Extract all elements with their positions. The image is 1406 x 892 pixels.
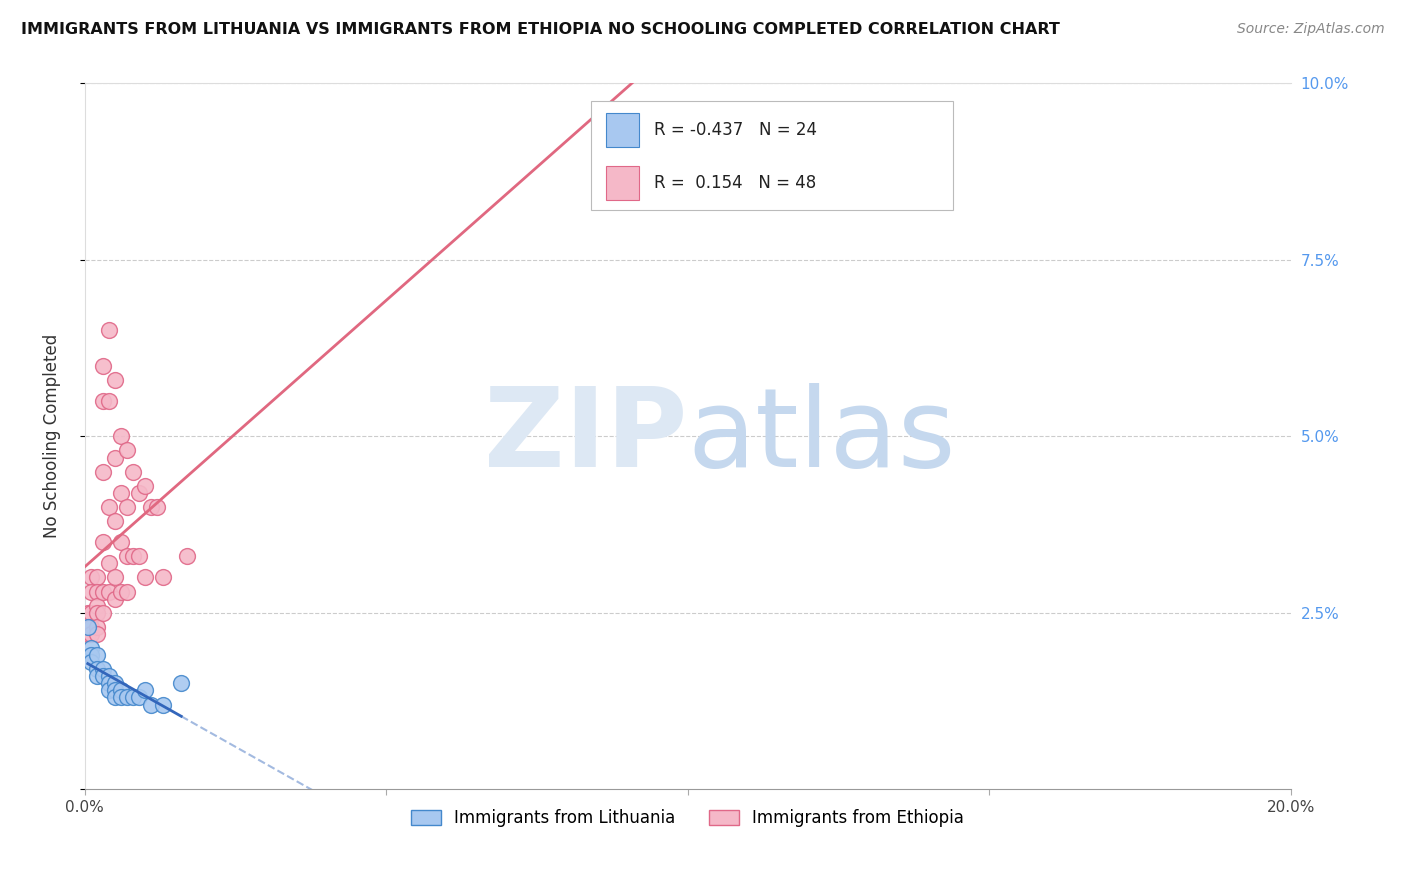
Bar xyxy=(606,113,640,147)
Point xyxy=(134,479,156,493)
Point xyxy=(76,620,98,634)
Point xyxy=(128,485,150,500)
Point xyxy=(128,690,150,705)
Text: R = -0.437   N = 24: R = -0.437 N = 24 xyxy=(654,121,817,139)
Point xyxy=(104,676,127,690)
Bar xyxy=(606,166,640,200)
Point xyxy=(146,500,169,514)
Point xyxy=(97,394,120,409)
Point xyxy=(110,584,132,599)
Point xyxy=(86,599,108,613)
Point xyxy=(91,662,114,676)
Point xyxy=(115,584,138,599)
Point xyxy=(86,669,108,683)
Point xyxy=(134,683,156,698)
Point xyxy=(104,373,127,387)
Point xyxy=(76,627,98,641)
Text: atlas: atlas xyxy=(688,383,956,490)
Point xyxy=(80,648,103,662)
Point xyxy=(86,627,108,641)
Point xyxy=(139,500,162,514)
Point xyxy=(80,606,103,620)
Point xyxy=(176,549,198,564)
Point xyxy=(76,613,98,627)
Point xyxy=(86,662,108,676)
Point xyxy=(104,514,127,528)
Point xyxy=(110,535,132,549)
FancyBboxPatch shape xyxy=(592,101,953,211)
Point xyxy=(128,549,150,564)
Point xyxy=(80,570,103,584)
Point xyxy=(86,648,108,662)
Point xyxy=(97,669,120,683)
Point xyxy=(97,683,120,698)
Point xyxy=(97,500,120,514)
Point xyxy=(86,606,108,620)
Point xyxy=(115,690,138,705)
Text: ZIP: ZIP xyxy=(484,383,688,490)
Point xyxy=(170,676,193,690)
Point xyxy=(91,359,114,373)
Y-axis label: No Schooling Completed: No Schooling Completed xyxy=(44,334,60,539)
Point xyxy=(86,620,108,634)
Point xyxy=(91,535,114,549)
Point xyxy=(80,627,103,641)
Text: R =  0.154   N = 48: R = 0.154 N = 48 xyxy=(654,174,817,192)
Point xyxy=(139,698,162,712)
Point xyxy=(104,591,127,606)
Point xyxy=(115,500,138,514)
Text: Source: ZipAtlas.com: Source: ZipAtlas.com xyxy=(1237,22,1385,37)
Point xyxy=(104,450,127,465)
Point xyxy=(122,690,145,705)
Point xyxy=(115,443,138,458)
Point xyxy=(110,429,132,443)
Point xyxy=(110,683,132,698)
Point xyxy=(86,584,108,599)
Point xyxy=(80,641,103,656)
Point xyxy=(152,698,174,712)
Point xyxy=(110,485,132,500)
Point xyxy=(134,570,156,584)
Point xyxy=(152,570,174,584)
Point xyxy=(80,584,103,599)
Point xyxy=(76,606,98,620)
Point xyxy=(80,655,103,669)
Point xyxy=(104,683,127,698)
Point xyxy=(110,690,132,705)
Point xyxy=(97,557,120,571)
Legend: Immigrants from Lithuania, Immigrants from Ethiopia: Immigrants from Lithuania, Immigrants fr… xyxy=(405,803,972,834)
Point xyxy=(91,606,114,620)
Point xyxy=(104,570,127,584)
Point xyxy=(91,669,114,683)
Point xyxy=(91,584,114,599)
Point xyxy=(91,394,114,409)
Point xyxy=(104,690,127,705)
Point xyxy=(122,549,145,564)
Point xyxy=(86,570,108,584)
Point xyxy=(115,549,138,564)
Point xyxy=(97,584,120,599)
Point xyxy=(97,676,120,690)
Text: IMMIGRANTS FROM LITHUANIA VS IMMIGRANTS FROM ETHIOPIA NO SCHOOLING COMPLETED COR: IMMIGRANTS FROM LITHUANIA VS IMMIGRANTS … xyxy=(21,22,1060,37)
Point xyxy=(91,465,114,479)
Point xyxy=(97,323,120,337)
Point xyxy=(80,620,103,634)
Point xyxy=(122,465,145,479)
